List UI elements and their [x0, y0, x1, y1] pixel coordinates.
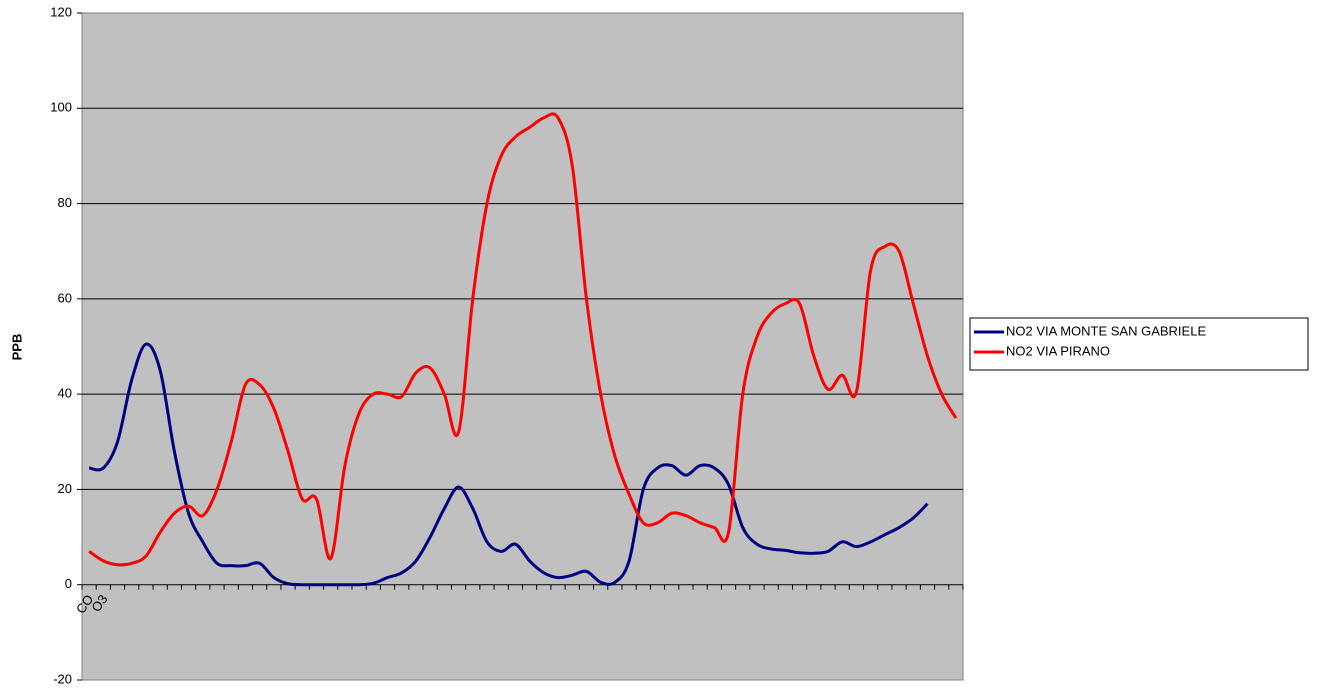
legend-label: NO2 VIA PIRANO	[1006, 343, 1110, 358]
y-tick-label: -20	[53, 671, 72, 686]
y-tick-label: 120	[50, 4, 72, 19]
plot-area	[81, 12, 964, 681]
y-axis-title: PPB	[9, 334, 24, 361]
y-tick-label: 0	[65, 576, 72, 591]
series-line	[88, 342, 929, 587]
y-tick-label: 100	[50, 100, 72, 115]
y-tick-label: 20	[58, 481, 72, 496]
y-tick-label: 40	[58, 386, 72, 401]
legend-label: NO2 VIA MONTE SAN GABRIELE	[1006, 323, 1206, 338]
y-tick-label: 60	[58, 290, 72, 305]
series-line	[88, 112, 958, 567]
legend-box	[969, 317, 1309, 371]
y-tick-label: 80	[58, 195, 72, 210]
